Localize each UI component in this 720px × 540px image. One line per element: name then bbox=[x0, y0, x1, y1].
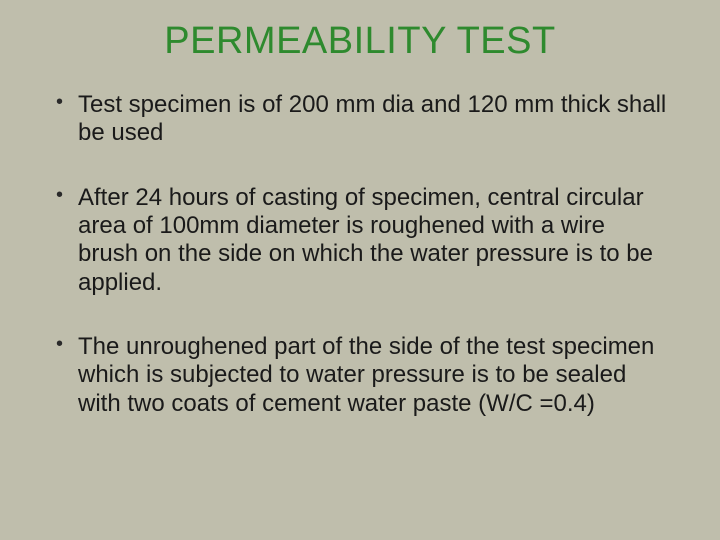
list-item: After 24 hours of casting of specimen, c… bbox=[50, 184, 670, 297]
bullet-list: Test specimen is of 200 mm dia and 120 m… bbox=[50, 91, 670, 418]
list-item: The unroughened part of the side of the … bbox=[50, 333, 670, 418]
slide: PERMEABILITY TEST Test specimen is of 20… bbox=[0, 0, 720, 540]
bullet-text: The unroughened part of the side of the … bbox=[78, 333, 654, 417]
bullet-text: Test specimen is of 200 mm dia and 120 m… bbox=[78, 91, 666, 146]
bullet-text: After 24 hours of casting of specimen, c… bbox=[78, 184, 653, 296]
list-item: Test specimen is of 200 mm dia and 120 m… bbox=[50, 91, 670, 148]
slide-title: PERMEABILITY TEST bbox=[50, 20, 670, 63]
